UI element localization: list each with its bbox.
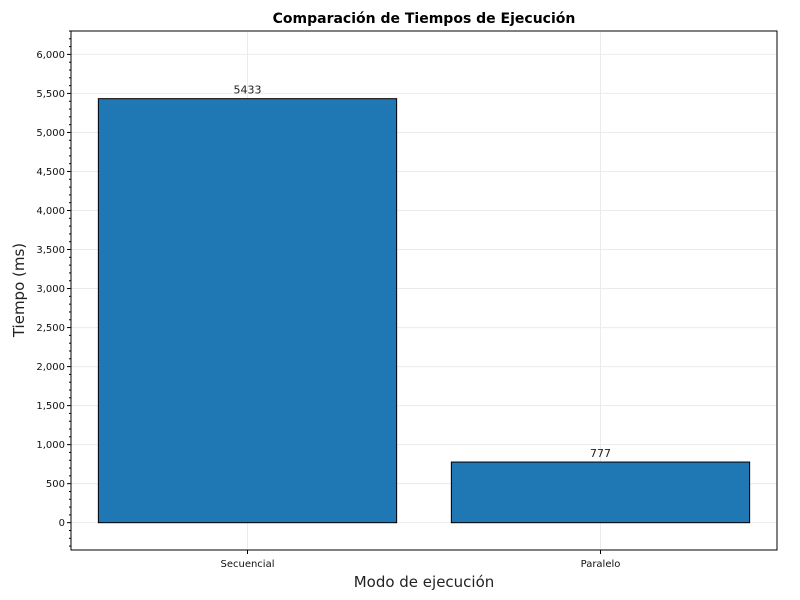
y-tick-label: 5,000 [36, 128, 65, 139]
y-tick-label: 4,500 [36, 167, 65, 178]
y-tick-label: 4,000 [36, 206, 65, 217]
y-tick-label: 1,500 [36, 401, 65, 412]
y-tick-label: 0 [59, 518, 65, 529]
y-tick-label: 6,000 [36, 50, 65, 61]
y-tick-label: 5,500 [36, 89, 65, 100]
y-tick-label: 3,500 [36, 245, 65, 256]
y-tick-label: 1,000 [36, 440, 65, 451]
x-axis-ticks: Secuencial Paralelo [220, 550, 620, 570]
chart-title: Comparación de Tiempos de Ejecución [273, 11, 576, 27]
x-tick-label: Paralelo [581, 559, 621, 570]
y-tick-label: 2,000 [36, 362, 65, 373]
y-tick-label: 2,500 [36, 323, 65, 334]
y-tick-label: 3,000 [36, 284, 65, 295]
bars [97, 98, 751, 524]
y-axis-label: Tiempo (ms) [10, 243, 28, 338]
y-tick-label: 500 [46, 479, 65, 490]
bar-paralelo [450, 461, 751, 524]
data-labels: 5433 777 [234, 84, 612, 460]
plot-frame [70, 30, 778, 551]
x-tick-label: Secuencial [220, 559, 274, 570]
bar-secuencial [97, 98, 398, 524]
y-axis-ticks: 0 500 1,000 1,500 2,000 2,500 3,000 3,500 4,000 4… [36, 30, 71, 547]
x-axis-label: Modo de ejecución [354, 573, 495, 591]
data-label: 5433 [234, 84, 262, 97]
data-label: 777 [590, 447, 611, 460]
